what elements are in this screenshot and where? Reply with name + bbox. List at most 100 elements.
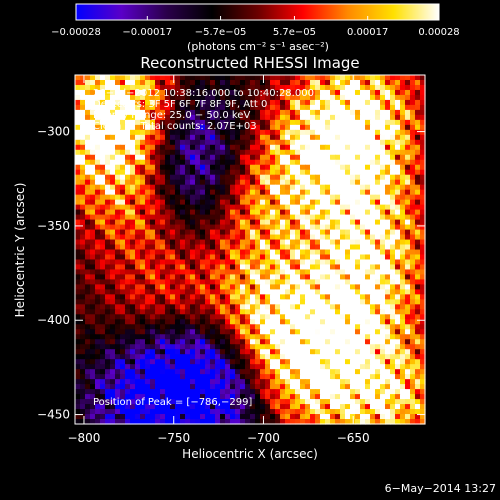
heatmap-cell — [205, 89, 211, 96]
heatmap-cell — [85, 419, 91, 425]
heatmap-cell — [145, 409, 151, 415]
heatmap-cell — [380, 389, 386, 395]
heatmap-cell — [260, 354, 266, 360]
heatmap-cell — [155, 199, 161, 206]
heatmap-cell — [295, 219, 301, 226]
heatmap-cell — [305, 104, 311, 111]
heatmap-cell — [155, 244, 161, 251]
heatmap-cell — [175, 389, 181, 395]
heatmap-cell — [270, 144, 276, 151]
heatmap-cell — [265, 89, 271, 96]
heatmap-cell — [410, 109, 416, 116]
heatmap-cell — [330, 209, 336, 216]
heatmap-cell — [155, 374, 161, 380]
heatmap-cell — [205, 359, 211, 365]
heatmap-cell — [125, 184, 131, 191]
heatmap-cell — [185, 369, 191, 375]
heatmap-cell — [200, 114, 206, 121]
heatmap-cell — [300, 159, 306, 166]
heatmap-cell — [235, 129, 241, 136]
heatmap-cell — [270, 94, 276, 101]
heatmap-cell — [190, 384, 196, 390]
heatmap-cell — [105, 264, 111, 271]
heatmap-cell — [160, 334, 166, 340]
heatmap-cell — [280, 279, 286, 285]
heatmap-cell — [120, 309, 126, 315]
heatmap-cell — [195, 249, 201, 256]
heatmap-cell — [95, 79, 101, 86]
heatmap-cell — [370, 289, 376, 295]
heatmap-cell — [380, 419, 386, 425]
heatmap-cell — [245, 264, 251, 271]
heatmap-cell — [315, 94, 321, 101]
heatmap-cell — [295, 329, 301, 335]
heatmap-cell — [340, 144, 346, 151]
heatmap-cell — [235, 299, 241, 305]
heatmap-cell — [260, 209, 266, 216]
heatmap-cell — [200, 299, 206, 305]
heatmap-cell — [200, 349, 206, 355]
heatmap-cell — [400, 244, 406, 251]
heatmap-cell — [125, 419, 131, 425]
heatmap-cell — [135, 264, 141, 271]
heatmap-cell — [245, 309, 251, 315]
heatmap-cell — [365, 404, 371, 410]
heatmap-cell — [340, 349, 346, 355]
heatmap-cell — [360, 124, 366, 131]
heatmap-cell — [265, 279, 271, 285]
heatmap-cell — [385, 75, 391, 81]
heatmap-cell — [285, 309, 291, 315]
heatmap-cell — [410, 379, 416, 385]
heatmap-cell — [170, 409, 176, 415]
heatmap-cell — [145, 169, 151, 176]
heatmap-cell — [345, 174, 351, 181]
heatmap-cell — [335, 364, 341, 370]
heatmap-cell — [405, 369, 411, 375]
heatmap-cell — [365, 124, 371, 131]
heatmap-cell — [390, 75, 396, 81]
heatmap-cell — [120, 204, 126, 211]
heatmap-cell — [290, 404, 296, 410]
heatmap-cell — [80, 129, 86, 136]
heatmap-cell — [85, 174, 91, 181]
heatmap-cell — [370, 104, 376, 111]
heatmap-cell — [225, 419, 231, 425]
heatmap-cell — [120, 134, 126, 141]
heatmap-cell — [335, 75, 341, 81]
heatmap-cell — [235, 294, 241, 300]
heatmap-cell — [100, 184, 106, 191]
heatmap-cell — [170, 149, 176, 156]
heatmap-cell — [415, 284, 421, 290]
heatmap-cell — [120, 234, 126, 241]
heatmap-cell — [75, 94, 81, 101]
heatmap-cell — [260, 399, 266, 405]
heatmap-cell — [390, 244, 396, 251]
heatmap-cell — [330, 109, 336, 116]
heatmap-cell — [165, 189, 171, 196]
heatmap-cell — [360, 189, 366, 196]
heatmap-cell — [80, 369, 86, 375]
heatmap-cell — [255, 99, 261, 106]
heatmap-cell — [190, 209, 196, 216]
heatmap-cell — [325, 204, 331, 211]
heatmap-cell — [95, 254, 101, 261]
heatmap-cell — [365, 244, 371, 251]
heatmap-cell — [270, 209, 276, 216]
heatmap-cell — [215, 284, 221, 290]
heatmap-cell — [295, 309, 301, 315]
heatmap-cell — [200, 369, 206, 375]
heatmap-cell — [110, 374, 116, 380]
heatmap-cell — [365, 79, 371, 86]
heatmap-cell — [420, 319, 426, 325]
heatmap-cell — [135, 199, 141, 206]
heatmap-cell — [90, 229, 96, 236]
heatmap-cell — [105, 404, 111, 410]
heatmap-cell — [365, 289, 371, 295]
heatmap-cell — [410, 139, 416, 146]
heatmap-cell — [285, 304, 291, 310]
heatmap-cell — [215, 349, 221, 355]
heatmap-cell — [385, 134, 391, 141]
colorbar-tick-label: 5.7e−05 — [273, 27, 316, 38]
heatmap-cell — [90, 104, 96, 111]
heatmap-cell — [405, 179, 411, 186]
